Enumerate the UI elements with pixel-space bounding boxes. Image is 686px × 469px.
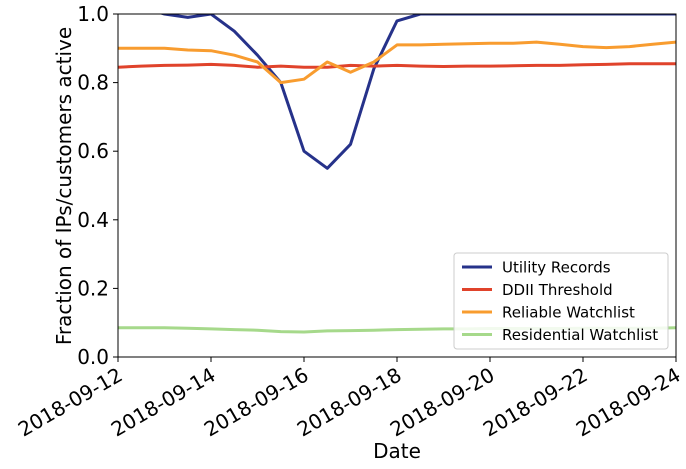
x-tick-label: 2018-09-16: [200, 363, 313, 442]
legend-label: DDII Threshold: [502, 281, 613, 299]
x-tick-label: 2018-09-12: [14, 363, 127, 442]
y-tick-label: 0.4: [77, 208, 109, 232]
x-tick-label: 2018-09-14: [107, 363, 220, 442]
y-axis-label: Fraction of IPs/customers active: [52, 27, 76, 345]
y-tick-label: 0.6: [77, 139, 109, 163]
x-tick-label: 2018-09-18: [293, 363, 406, 442]
series-line: [118, 40, 676, 85]
y-tick-label: 0.2: [77, 276, 109, 300]
legend-label: Utility Records: [502, 259, 611, 277]
y-tick-label: 1.0: [77, 2, 109, 26]
series-line: [118, 62, 676, 69]
x-tick-label: 2018-09-22: [479, 363, 592, 442]
legend-box: [453, 252, 669, 350]
y-tick-label: 0.0: [77, 345, 109, 369]
x-tick-label: 2018-09-24: [572, 363, 685, 442]
x-tick-label: 2018-09-20: [386, 363, 499, 442]
x-axis-label: Date: [373, 439, 421, 463]
y-tick-label: 0.8: [77, 71, 109, 95]
legend-label: Residential Watchlist: [502, 326, 658, 344]
series-line: [159, 14, 676, 170]
legend-label: Reliable Watchlist: [502, 304, 635, 322]
